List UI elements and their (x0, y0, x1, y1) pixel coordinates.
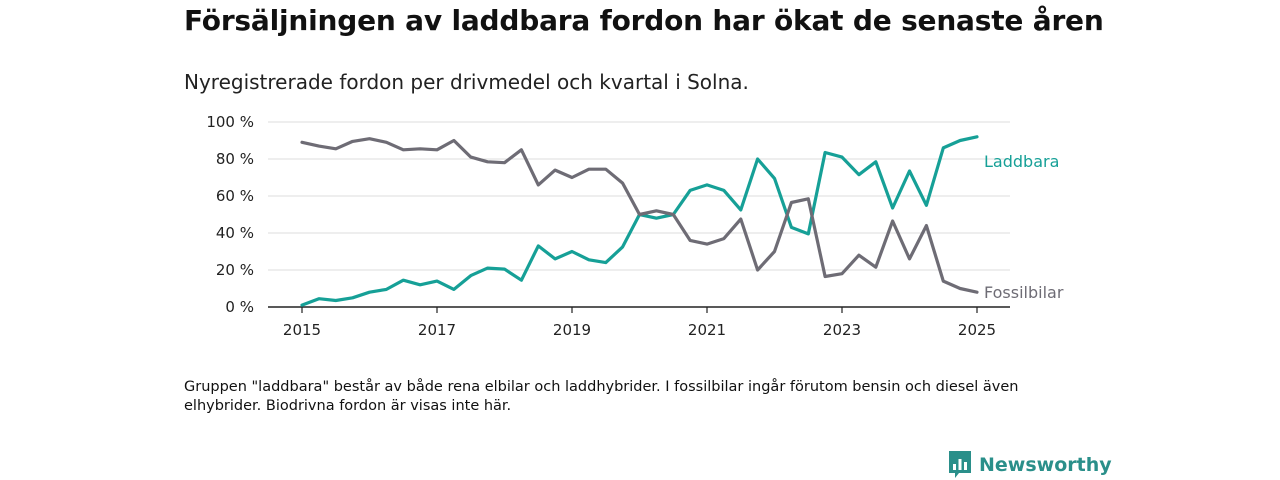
series-line-laddbara (300, 135, 979, 307)
series-lines (300, 135, 979, 307)
series-line-fossilbilar (300, 137, 979, 294)
x-tick-label: 2015 (283, 321, 321, 339)
y-tick-label: 0 % (225, 298, 254, 316)
y-tick-label: 100 % (206, 113, 254, 131)
x-tick-label: 2023 (823, 321, 861, 339)
axes: 0 % 20 % 40 % 60 % 80 % 100 % 2015 2017 2019 2021… (206, 113, 1010, 339)
x-tick-label: 2019 (553, 321, 591, 339)
gridlines (268, 121, 1010, 271)
newsworthy-logo-icon (949, 451, 971, 478)
chart-title: Försäljningen av laddbara fordon har öka… (184, 4, 1104, 37)
series-label-fossilbilar: Fossilbilar (984, 283, 1064, 302)
series-labels: Laddbara Fossilbilar (984, 152, 1064, 302)
brand-logo: Newsworthy (948, 450, 1112, 480)
y-tick-label: 60 % (216, 187, 254, 205)
line-chart: 0 % 20 % 40 % 60 % 80 % 100 % 2015 2017 2019 2021… (206, 113, 1064, 339)
chart-subtitle: Nyregistrerade fordon per drivmedel och … (184, 70, 749, 94)
x-tick-label: 2025 (958, 321, 996, 339)
x-tick-label: 2017 (418, 321, 456, 339)
y-tick-label: 80 % (216, 150, 254, 168)
brand-name: Newsworthy (979, 454, 1112, 476)
x-tick-label: 2021 (688, 321, 726, 339)
footnote: Gruppen "laddbara" består av både rena e… (184, 379, 1019, 414)
series-label-laddbara: Laddbara (984, 152, 1059, 171)
y-tick-label: 40 % (216, 224, 254, 242)
y-tick-label: 20 % (216, 261, 254, 279)
